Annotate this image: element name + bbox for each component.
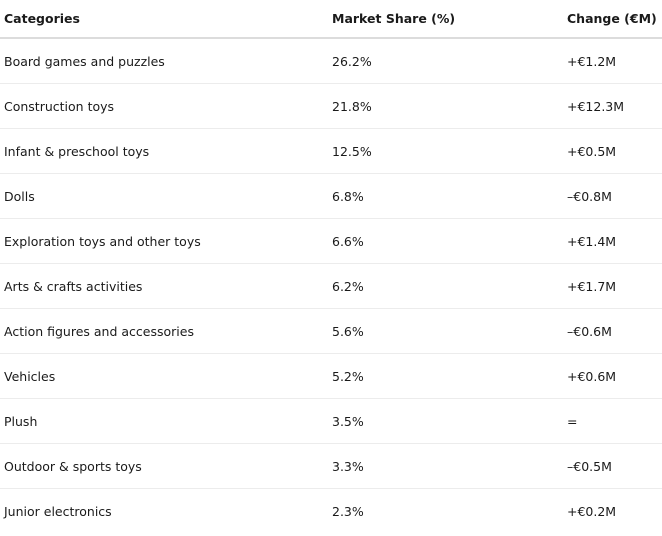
category-cell: Infant & preschool toys bbox=[0, 128, 328, 174]
change-cell: +€1.7M bbox=[563, 263, 662, 309]
change-cell: +€0.5M bbox=[563, 128, 662, 174]
header-market-share: Market Share (%) bbox=[328, 0, 563, 39]
change-cell: –€0.8M bbox=[563, 173, 662, 219]
market-share-cell: 26.2% bbox=[328, 38, 563, 84]
category-cell: Board games and puzzles bbox=[0, 38, 328, 84]
table-row: Action figures and accessories 5.6% –€0.6M bbox=[0, 308, 662, 354]
market-share-cell: 6.6% bbox=[328, 218, 563, 264]
change-cell: +€1.2M bbox=[563, 38, 662, 84]
category-cell: Vehicles bbox=[0, 353, 328, 399]
category-cell: Action figures and accessories bbox=[0, 308, 328, 354]
table-row: Outdoor & sports toys 3.3% –€0.5M bbox=[0, 443, 662, 489]
header-categories: Categories bbox=[0, 0, 328, 39]
category-cell: Construction toys bbox=[0, 83, 328, 129]
header-row: Categories Market Share (%) Change (€M) bbox=[0, 0, 662, 39]
change-cell: +€1.4M bbox=[563, 218, 662, 264]
market-share-cell: 12.5% bbox=[328, 128, 563, 174]
market-share-cell: 2.3% bbox=[332, 503, 364, 519]
change-cell: +€0.6M bbox=[563, 353, 662, 399]
market-share-cell: 6.2% bbox=[328, 263, 563, 309]
category-cell: Junior electronics bbox=[4, 503, 112, 519]
change-cell: –€0.5M bbox=[563, 443, 662, 489]
market-share-cell: 21.8% bbox=[328, 83, 563, 129]
table-row: Dolls 6.8% –€0.8M bbox=[0, 173, 662, 219]
market-share-cell: 3.3% bbox=[328, 443, 563, 489]
market-share-cell: 5.6% bbox=[328, 308, 563, 354]
table-row: Arts & crafts activities 6.2% +€1.7M bbox=[0, 263, 662, 309]
market-share-cell: 5.2% bbox=[328, 353, 563, 399]
table-row: Plush 3.5% = bbox=[0, 398, 662, 444]
category-cell: Dolls bbox=[0, 173, 328, 219]
change-cell: +€0.2M bbox=[567, 503, 617, 519]
change-cell: +€12.3M bbox=[563, 83, 662, 129]
table-row: Board games and puzzles 26.2% +€1.2M bbox=[0, 38, 662, 84]
category-cell: Outdoor & sports toys bbox=[0, 443, 328, 489]
change-cell: –€0.6M bbox=[563, 308, 662, 354]
table-row: Construction toys 21.8% +€12.3M bbox=[0, 83, 662, 129]
table-row: Vehicles 5.2% +€0.6M bbox=[0, 353, 662, 399]
market-share-cell: 3.5% bbox=[328, 398, 563, 444]
table-row: Infant & preschool toys 12.5% +€0.5M bbox=[0, 128, 662, 174]
category-cell: Arts & crafts activities bbox=[0, 263, 328, 309]
market-share-cell: 6.8% bbox=[328, 173, 563, 219]
category-cell: Plush bbox=[0, 398, 328, 444]
table-row: Junior electronics 2.3% +€0.2M bbox=[0, 489, 662, 534]
change-cell: = bbox=[563, 398, 662, 444]
table-row: Exploration toys and other toys 6.6% +€1.4… bbox=[0, 218, 662, 264]
category-cell: Exploration toys and other toys bbox=[0, 218, 328, 264]
header-change: Change (€M) bbox=[563, 0, 662, 39]
